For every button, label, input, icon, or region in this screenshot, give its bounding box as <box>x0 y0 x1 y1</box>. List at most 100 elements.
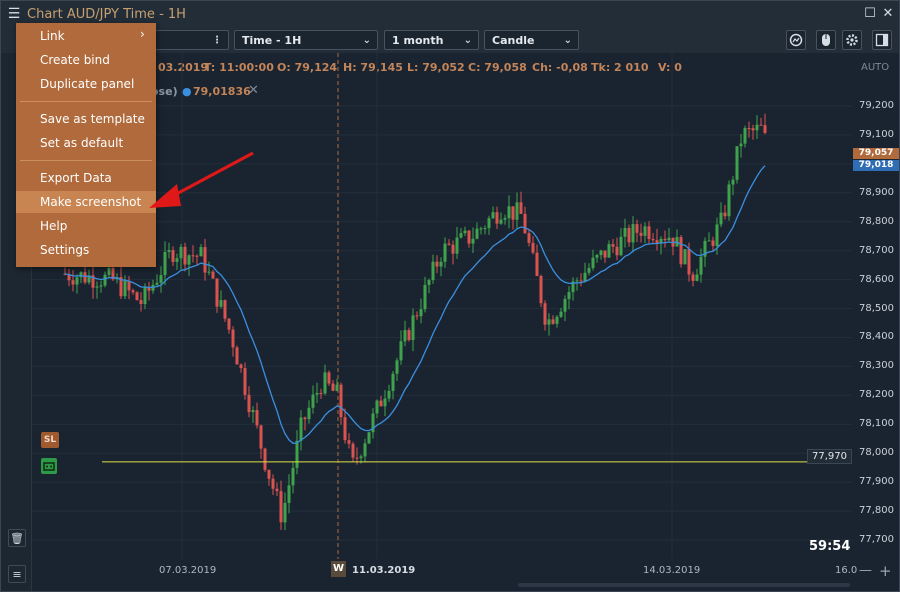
candlestick-chart[interactable] <box>32 53 852 559</box>
trash-icon: 🗑 <box>10 532 24 545</box>
candle-body <box>143 287 147 305</box>
level-line-label[interactable]: 77,970 <box>807 449 852 464</box>
ohlc-time: T: 11:00:00 <box>204 61 274 74</box>
horizontal-scrollbar[interactable] <box>518 583 850 587</box>
candle-body <box>335 384 339 391</box>
close-icon[interactable]: ✕ <box>882 6 894 21</box>
candle-body <box>95 286 99 288</box>
zoom-out-icon[interactable]: — <box>859 563 872 578</box>
candle-body <box>511 206 515 220</box>
candle-body <box>691 274 695 281</box>
candle-body <box>731 179 735 185</box>
candle-body <box>739 143 743 147</box>
menu-item-save-template[interactable]: Save as template <box>40 112 145 126</box>
candle-body <box>183 246 187 265</box>
candle-body <box>543 303 547 325</box>
analytics-button[interactable] <box>786 30 806 50</box>
stop-loss-marker[interactable]: SL <box>41 432 59 448</box>
candle-body <box>711 240 715 246</box>
candle-body <box>419 309 423 317</box>
price-tick-label: 78,900 <box>859 186 894 198</box>
menu-item-set-default[interactable]: Set as default <box>40 136 124 150</box>
menu-item-export-data[interactable]: Export Data <box>40 171 112 185</box>
period-dropdown[interactable]: 1 month ⌄ <box>384 30 479 50</box>
take-profit-marker[interactable] <box>41 458 57 474</box>
candle-body <box>651 239 655 241</box>
menu-item-make-screenshot[interactable]: Make screenshot <box>40 195 142 209</box>
candle-body <box>371 413 375 433</box>
candle-body <box>479 228 483 230</box>
robot-icon <box>43 462 55 471</box>
candle-body <box>699 256 703 275</box>
more-icon[interactable]: ⋮ <box>212 35 222 46</box>
price-tick-label: 78,100 <box>859 418 894 430</box>
candle-body <box>379 400 383 407</box>
settings-button[interactable] <box>842 30 862 50</box>
candle-body <box>587 268 591 273</box>
ohlc-open: O: 79,124 <box>277 61 338 74</box>
candle-body <box>467 230 471 244</box>
indicator-value: 79,01836 <box>193 85 251 98</box>
candle-body <box>747 128 751 130</box>
price-tick-label: 78,700 <box>859 244 894 256</box>
timeframe-dropdown[interactable]: Time - 1H ⌄ <box>234 30 378 50</box>
candle-body <box>123 280 127 297</box>
candle-body <box>755 124 759 131</box>
candle-body <box>83 272 87 283</box>
candle-body <box>423 284 427 310</box>
candle-body <box>271 478 275 489</box>
price-axis[interactable]: AUTO 79,057 79,018 79,200 79,100 78,900 78,… <box>853 53 899 559</box>
candle-body <box>355 457 359 459</box>
candle-body <box>571 281 575 293</box>
sidebar-panel-icon <box>875 33 889 47</box>
candle-body <box>603 250 607 258</box>
price-tick-label: 79,200 <box>859 100 894 111</box>
candle-body <box>683 249 687 265</box>
candle-body <box>351 443 355 458</box>
objects-list-button[interactable]: ≡ <box>8 565 26 583</box>
candle-body <box>299 417 303 441</box>
candle-body <box>195 255 199 257</box>
trash-button[interactable]: 🗑 <box>8 529 26 547</box>
time-label: 14.03.2019 <box>643 565 701 576</box>
candle-body <box>91 275 95 288</box>
candle-body <box>583 272 587 282</box>
menu-item-settings[interactable]: Settings <box>40 243 90 257</box>
candle-body <box>443 243 447 262</box>
candle-body <box>175 258 179 262</box>
price-tick-label: 79,100 <box>859 128 894 140</box>
candle-body <box>667 237 671 241</box>
red-arrow-annotation <box>149 151 254 208</box>
auto-scale-label[interactable]: AUTO <box>861 62 890 73</box>
candle-body <box>539 275 543 304</box>
zoom-in-icon[interactable]: + <box>879 562 892 580</box>
menu-item-duplicate-panel[interactable]: Duplicate panel <box>40 77 135 91</box>
candle-body <box>311 394 315 408</box>
ohlc-low: L: 79,052 <box>407 61 465 74</box>
candle-body <box>163 251 167 276</box>
price-tick-label: 77,900 <box>859 476 894 488</box>
candle-body <box>227 318 231 330</box>
candle-body <box>547 319 551 325</box>
candle-body <box>619 236 623 256</box>
candle-body <box>527 233 531 243</box>
candle-body <box>663 238 667 241</box>
candle-body <box>727 184 731 217</box>
maximize-icon[interactable]: ☐ <box>864 6 876 21</box>
mouse-mode-button[interactable] <box>816 30 836 50</box>
chart-type-dropdown[interactable]: Candle ⌄ <box>484 30 579 50</box>
candle-body <box>243 368 247 395</box>
candle-body <box>187 255 191 265</box>
time-label: 16.0 <box>835 565 858 576</box>
candle-body <box>171 250 175 262</box>
menu-item-create-bind[interactable]: Create bind <box>40 53 110 67</box>
panel-toggle-button[interactable] <box>872 30 892 50</box>
remove-indicator-icon[interactable]: ✕ <box>248 83 259 98</box>
menu-item-link[interactable]: Link <box>40 29 65 43</box>
time-label: 07.03.2019 <box>159 565 217 576</box>
candle-body <box>223 300 227 319</box>
candle-body <box>447 243 451 245</box>
menu-item-help[interactable]: Help <box>40 219 68 233</box>
hamburger-menu-icon[interactable]: ☰ <box>7 6 21 22</box>
